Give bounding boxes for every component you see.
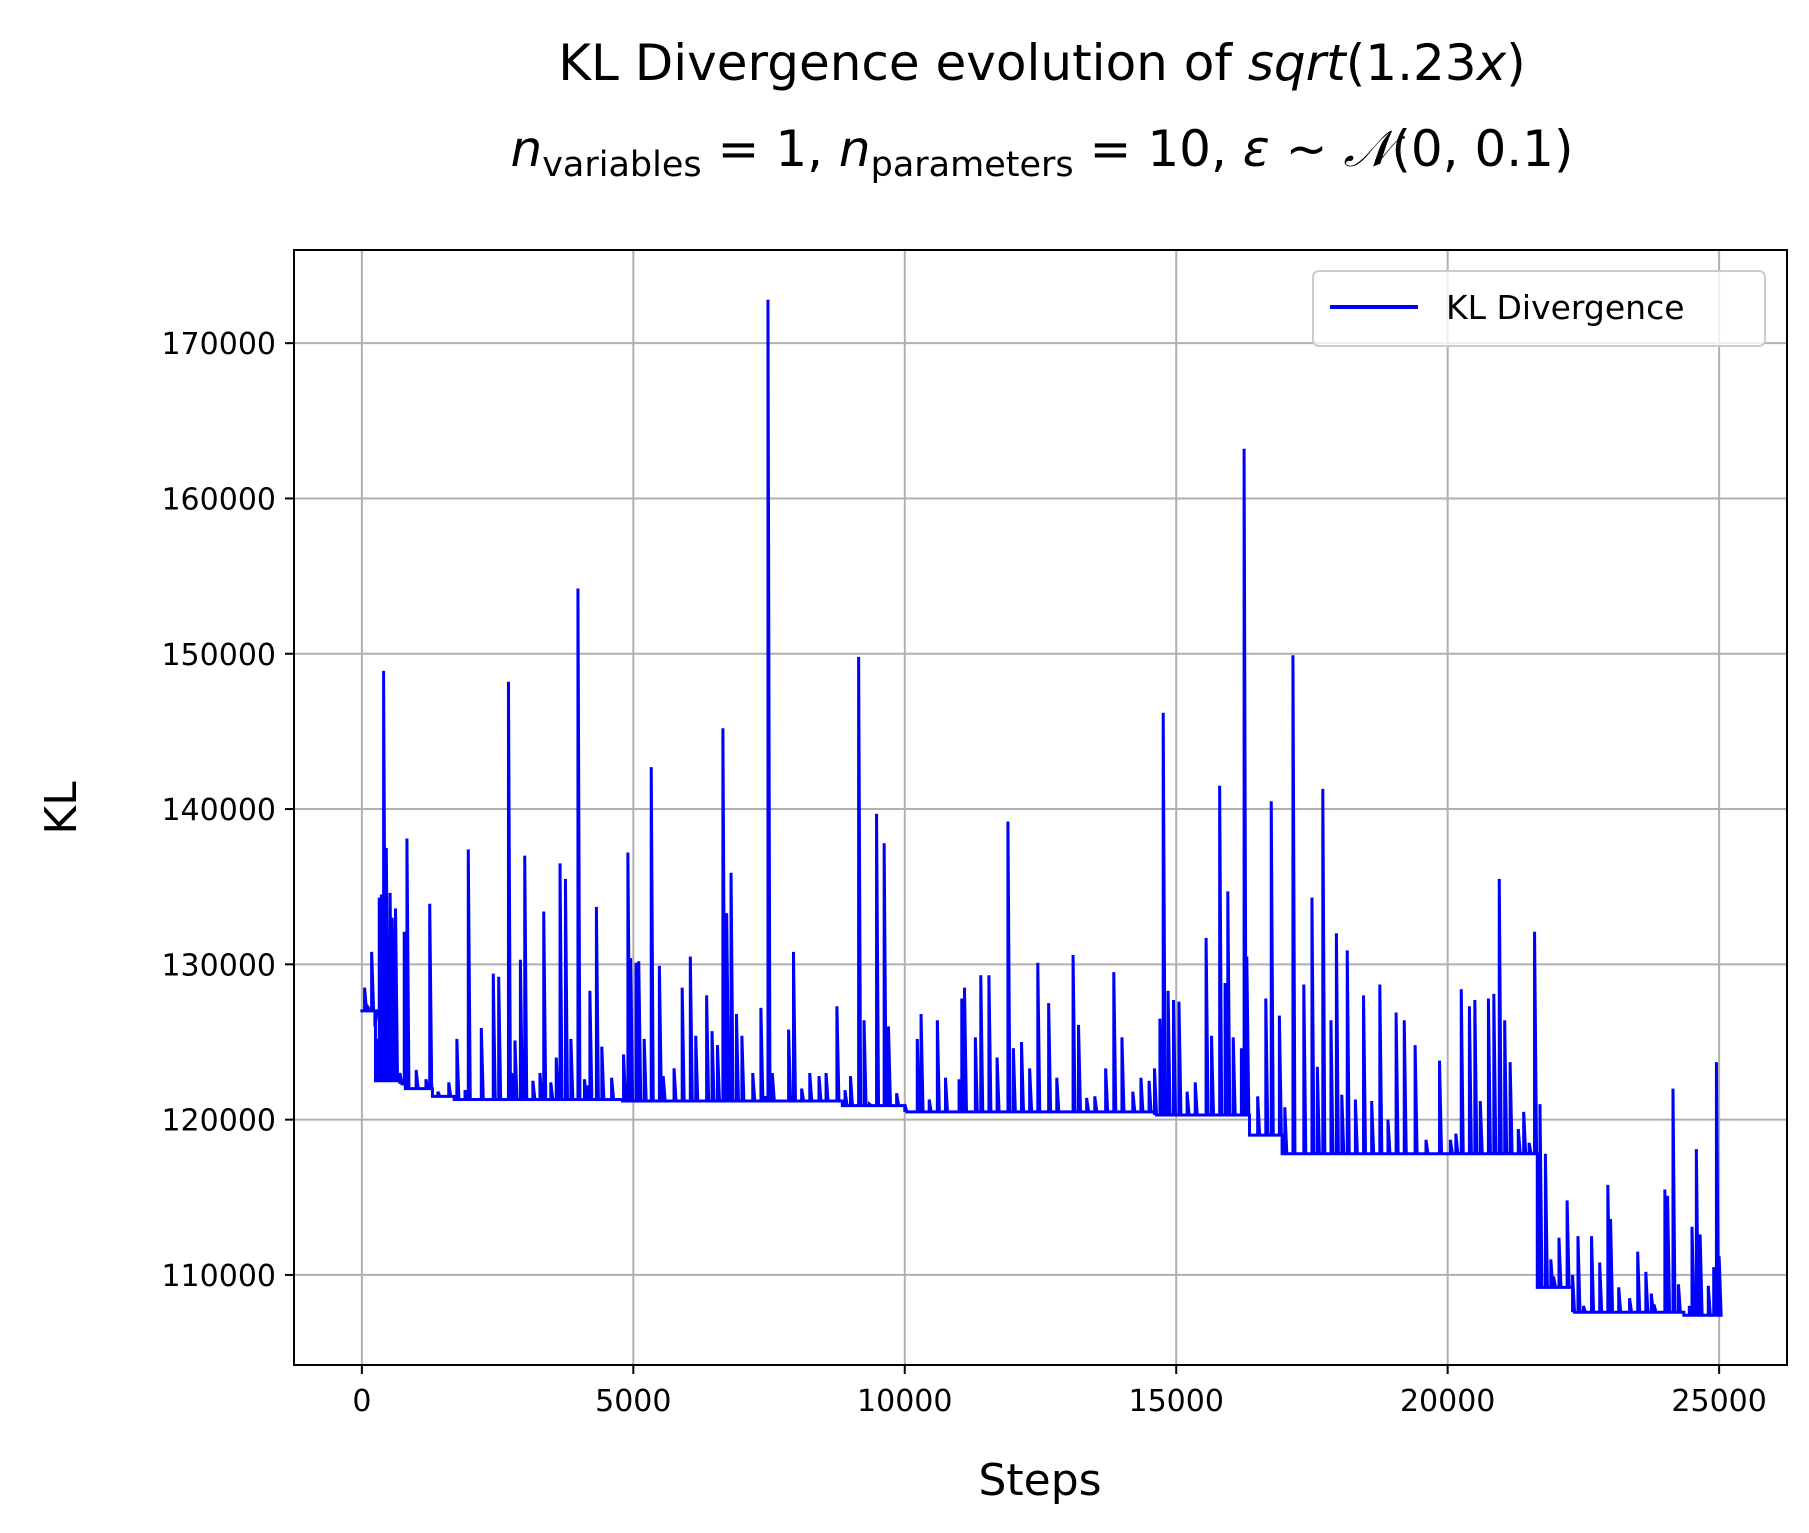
- kl-divergence-line: [360, 299, 1723, 1317]
- legend: KL Divergence: [1312, 270, 1766, 347]
- y-axis-label: KL: [36, 781, 87, 835]
- x-tick-label: 5000: [595, 1384, 671, 1419]
- title-eq1: = 1,: [702, 120, 839, 178]
- title-sub-parameters: parameters: [871, 145, 1074, 185]
- title-n-parameters: n: [839, 120, 871, 178]
- title-args-close: ): [1506, 34, 1526, 92]
- axis-ticks: 0 5000 10000 15000 20000 25000 110000 120000 130…: [161, 327, 1766, 1419]
- title-sub-variables: variables: [542, 145, 701, 185]
- x-tick-label: 0: [352, 1384, 371, 1419]
- x-tick-label: 15000: [1129, 1384, 1224, 1419]
- y-tick-label: 120000: [161, 1104, 276, 1139]
- x-tick-label: 25000: [1671, 1384, 1766, 1419]
- x-axis-label: Steps: [978, 1455, 1101, 1506]
- title-prefix: KL Divergence evolution of: [558, 34, 1248, 92]
- plot-frame: [293, 249, 1788, 1366]
- series-group: [360, 299, 1723, 1317]
- chart-title-line2: nvariables = 1, nparameters = 10, ε ~ 𝒩(…: [511, 120, 1574, 185]
- title-args-open: (1.23: [1346, 34, 1477, 92]
- legend-label: KL Divergence: [1446, 288, 1685, 327]
- title-n-variables: n: [511, 120, 543, 178]
- title-epsilon: ε: [1243, 120, 1270, 178]
- legend-box: [1312, 270, 1766, 347]
- title-func: sqrt: [1248, 34, 1348, 92]
- title-args-var: x: [1475, 34, 1507, 92]
- grid-lines: [294, 250, 1787, 1365]
- y-tick-label: 110000: [161, 1259, 276, 1294]
- y-tick-label: 160000: [161, 482, 276, 517]
- x-tick-label: 20000: [1400, 1384, 1495, 1419]
- chart-title-line1: KL Divergence evolution of sqrt(1.23x): [558, 34, 1525, 92]
- title-tilde: ~: [1270, 120, 1344, 178]
- y-tick-label: 140000: [161, 793, 276, 828]
- x-tick-label: 10000: [857, 1384, 952, 1419]
- y-tick-label: 130000: [161, 948, 276, 983]
- title-eq2: = 10,: [1074, 120, 1243, 178]
- y-tick-label: 170000: [161, 327, 276, 362]
- title-dist-params: (0, 0.1): [1391, 120, 1573, 178]
- y-tick-label: 150000: [161, 638, 276, 673]
